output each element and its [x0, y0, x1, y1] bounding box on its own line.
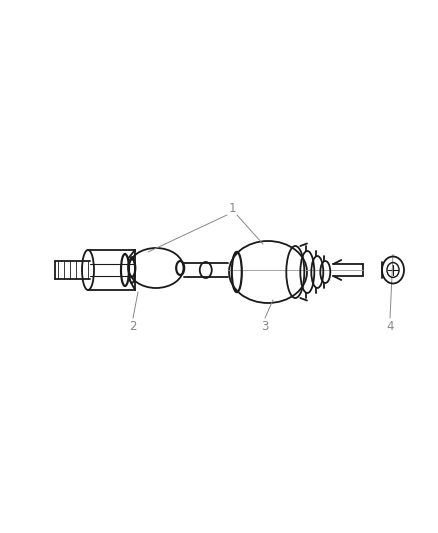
Text: 1: 1: [228, 202, 236, 215]
Text: 2: 2: [129, 320, 137, 333]
Text: 4: 4: [386, 320, 394, 333]
Text: 3: 3: [261, 320, 268, 333]
